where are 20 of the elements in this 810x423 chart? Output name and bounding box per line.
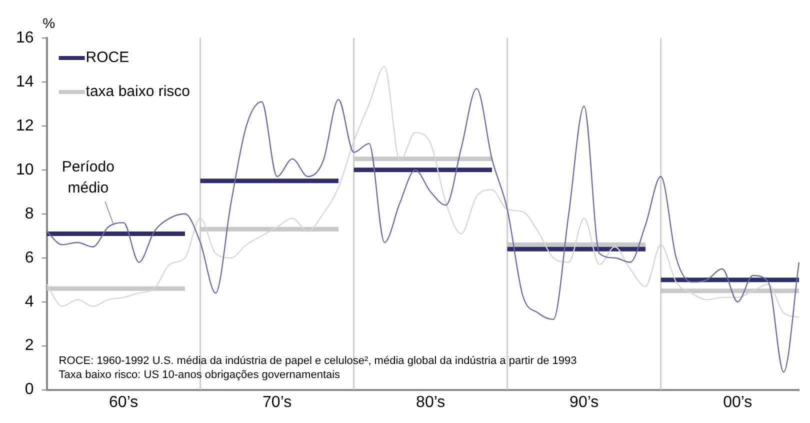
x-tick-label: 60’s (109, 394, 138, 411)
legend-label: ROCE (86, 49, 130, 66)
annotation: Taxa baixo risco: US 10-anos obrigações governamentais (58, 368, 341, 381)
x-tick-label: 70’s (262, 394, 292, 411)
x-tick-label: 80’s (416, 394, 446, 411)
y-tick-label: 14 (16, 73, 34, 90)
y-axis-title: % (42, 15, 56, 31)
y-tick-label: 2 (24, 337, 34, 354)
x-tick-label: 00’s (723, 394, 752, 411)
annotation: ROCE: 1960-1992 U.S. média da indústria de papel e celulose², média global da indústria a partir de 1993 (58, 354, 577, 367)
y-tick-label: 16 (16, 29, 34, 46)
annotation: Período médio (62, 158, 114, 197)
y-tick-label: 10 (16, 161, 34, 178)
y-tick-label: 6 (24, 249, 34, 266)
x-tick-label: 90’s (570, 394, 599, 411)
legend-label: taxa baixo risco (86, 83, 190, 100)
y-tick-label: 4 (24, 293, 34, 310)
y-tick-label: 12 (16, 117, 34, 134)
y-tick-label: 0 (24, 381, 34, 398)
y-tick-label: 8 (24, 205, 34, 222)
